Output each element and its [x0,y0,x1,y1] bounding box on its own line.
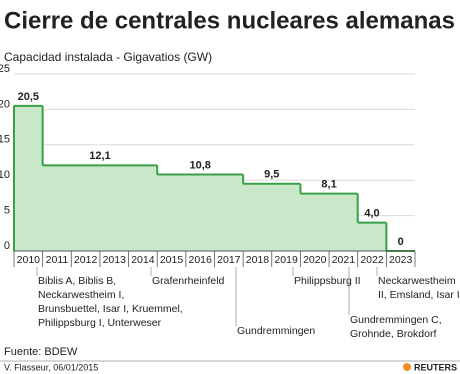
x-tick-label: 2018 [246,254,270,266]
chart-title: Cierre de centrales nucleares alemanas [4,7,455,34]
annotation: II, Emsland, Isar II [378,289,460,301]
y-tick-label: 20 [0,98,10,110]
x-tick-label: 2012 [74,254,98,266]
bar [157,174,244,251]
annotation: Neckarwestheim I, [38,289,124,301]
y-tick-label: 25 [0,63,10,75]
value-label: 10,8 [189,159,210,171]
x-tick-label: 2010 [17,254,41,266]
x-tick-label: 2015 [160,254,184,266]
annotation: Neckarwestheim [378,275,456,287]
value-label: 4,0 [364,208,379,220]
logo: REUTERS [414,362,457,372]
annotation: Philippsburg II [294,275,361,287]
bar [42,165,158,251]
x-tick-label: 2020 [303,254,327,266]
annotation: Gundremmingen [237,325,315,337]
x-tick-label: 2021 [332,254,356,266]
bar [14,105,43,251]
value-label: 0 [398,236,404,248]
x-tick-label: 2011 [46,254,69,266]
annotation: Gundremmingen C, [350,314,442,326]
value-label: 12,1 [89,150,110,162]
annotation: Biblis A, Biblis B, [38,275,116,287]
annotation: Brunsbuettel, Isar I, Kruemmel, [38,303,183,315]
x-tick-label: 2023 [389,254,413,266]
y-tick-label: 10 [0,169,10,181]
source: Fuente: BDEW [4,346,78,358]
x-tick-label: 2022 [360,254,384,266]
value-label: 9,5 [264,169,279,181]
y-tick-label: 5 [4,205,10,217]
y-tick-label: 0 [4,240,10,252]
credit: V. Flasseur, 06/01/2015 [4,362,98,372]
logo-icon [403,363,411,371]
x-tick-label: 2017 [217,254,241,266]
x-tick-label: 2016 [188,254,212,266]
bar [243,183,301,251]
chart-subtitle: Capacidad instalada - Gigavatios (GW) [4,50,212,64]
annotation: Philippsburg I, Unterweser [38,317,162,329]
annotation: Grafenrheinfeld [152,275,225,287]
x-tick-label: 2019 [274,254,298,266]
x-tick-label: 2013 [103,254,127,266]
value-label: 8,1 [321,179,336,191]
x-tick-label: 2014 [131,254,155,266]
bar [300,193,358,251]
bar [357,222,387,251]
y-tick-label: 15 [0,134,10,146]
annotation: Grohnde, Brokdorf [350,328,436,340]
value-label: 20,5 [18,91,39,103]
